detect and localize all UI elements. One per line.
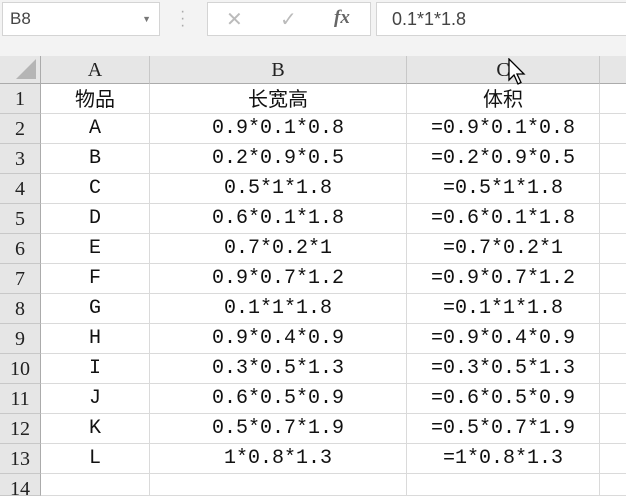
cell[interactable]: 长宽高 [150, 84, 407, 114]
cell[interactable] [600, 384, 626, 414]
cell[interactable]: =0.6*0.1*1.8 [407, 204, 600, 234]
cell[interactable] [600, 414, 626, 444]
cell[interactable] [600, 324, 626, 354]
name-box[interactable]: B8 ▼ [2, 2, 160, 36]
cell[interactable]: 0.5*1*1.8 [150, 174, 407, 204]
cell[interactable]: =0.9*0.4*0.9 [407, 324, 600, 354]
name-box-value: B8 [10, 9, 31, 28]
cell[interactable]: F [41, 264, 150, 294]
cell[interactable] [600, 294, 626, 324]
row-header[interactable]: 3 [0, 144, 41, 174]
cell[interactable] [407, 474, 600, 496]
cell[interactable]: =0.5*1*1.8 [407, 174, 600, 204]
column-header-next[interactable] [600, 56, 626, 84]
cancel-icon[interactable]: ✕ [226, 9, 243, 31]
row-header[interactable]: 6 [0, 234, 41, 264]
cell[interactable]: 0.1*1*1.8 [150, 294, 407, 324]
row-header[interactable]: 8 [0, 294, 41, 324]
formula-input[interactable]: 0.1*1*1.8 [376, 2, 626, 36]
row-header[interactable]: 1 [0, 84, 41, 114]
cell[interactable] [600, 114, 626, 144]
cell[interactable]: H [41, 324, 150, 354]
cell[interactable]: =0.9*0.7*1.2 [407, 264, 600, 294]
row-header[interactable]: 13 [0, 444, 41, 474]
cell[interactable] [600, 444, 626, 474]
cell[interactable]: D [41, 204, 150, 234]
row-header[interactable]: 4 [0, 174, 41, 204]
chevron-down-icon[interactable]: ▼ [142, 14, 151, 24]
cell[interactable]: 1*0.8*1.3 [150, 444, 407, 474]
cell[interactable]: =0.5*0.7*1.9 [407, 414, 600, 444]
cell[interactable]: 0.9*0.7*1.2 [150, 264, 407, 294]
row-header[interactable]: 10 [0, 354, 41, 384]
cell[interactable]: B [41, 144, 150, 174]
cell[interactable]: 0.6*0.1*1.8 [150, 204, 407, 234]
cell[interactable] [600, 354, 626, 384]
cell[interactable]: =0.9*0.1*0.8 [407, 114, 600, 144]
row-header[interactable]: 12 [0, 414, 41, 444]
cell[interactable]: 0.2*0.9*0.5 [150, 144, 407, 174]
cell[interactable]: 体积 [407, 84, 600, 114]
insert-function-icon[interactable]: fx [334, 7, 350, 28]
cell[interactable] [600, 264, 626, 294]
cell[interactable] [600, 144, 626, 174]
confirm-icon[interactable]: ✓ [280, 9, 297, 31]
cell[interactable] [600, 204, 626, 234]
cell[interactable]: C [41, 174, 150, 204]
cell[interactable]: K [41, 414, 150, 444]
cell[interactable]: 0.7*0.2*1 [150, 234, 407, 264]
row-header[interactable]: 7 [0, 264, 41, 294]
row-header[interactable]: 2 [0, 114, 41, 144]
row-header[interactable]: 5 [0, 204, 41, 234]
cell[interactable]: =0.6*0.5*0.9 [407, 384, 600, 414]
column-header-B[interactable]: B [150, 56, 407, 84]
column-header-A[interactable]: A [41, 56, 150, 84]
row-header[interactable]: 14 [0, 474, 41, 500]
cell[interactable]: I [41, 354, 150, 384]
cell[interactable]: =0.7*0.2*1 [407, 234, 600, 264]
cell[interactable] [600, 234, 626, 264]
cell[interactable] [41, 474, 150, 496]
cell[interactable]: A [41, 114, 150, 144]
cell[interactable]: L [41, 444, 150, 474]
mouse-cursor-icon [508, 58, 526, 85]
row-header[interactable]: 11 [0, 384, 41, 414]
column-header-C[interactable]: C [407, 56, 600, 84]
cell[interactable]: G [41, 294, 150, 324]
cell[interactable]: J [41, 384, 150, 414]
cell[interactable]: =0.2*0.9*0.5 [407, 144, 600, 174]
cell[interactable] [600, 174, 626, 204]
cell[interactable]: E [41, 234, 150, 264]
cell[interactable]: 0.9*0.1*0.8 [150, 114, 407, 144]
cell[interactable] [150, 474, 407, 496]
cell[interactable] [600, 474, 626, 496]
cell[interactable]: 0.9*0.4*0.9 [150, 324, 407, 354]
drag-handle-icon[interactable]: · · · [180, 3, 186, 34]
cell[interactable]: 0.3*0.5*1.3 [150, 354, 407, 384]
cell[interactable]: 物品 [41, 84, 150, 114]
formula-bar-area: B8 ▼ · · · ✕ ✓ fx 0.1*1*1.8 [0, 0, 626, 56]
cell[interactable]: 0.6*0.5*0.9 [150, 384, 407, 414]
row-header[interactable]: 9 [0, 324, 41, 354]
cell[interactable] [600, 84, 626, 114]
cell[interactable]: 0.5*0.7*1.9 [150, 414, 407, 444]
formula-buttons: ✕ ✓ fx [207, 2, 371, 36]
cell[interactable]: =0.3*0.5*1.3 [407, 354, 600, 384]
cell[interactable]: =1*0.8*1.3 [407, 444, 600, 474]
select-all-button[interactable] [0, 56, 41, 84]
cell[interactable]: =0.1*1*1.8 [407, 294, 600, 324]
